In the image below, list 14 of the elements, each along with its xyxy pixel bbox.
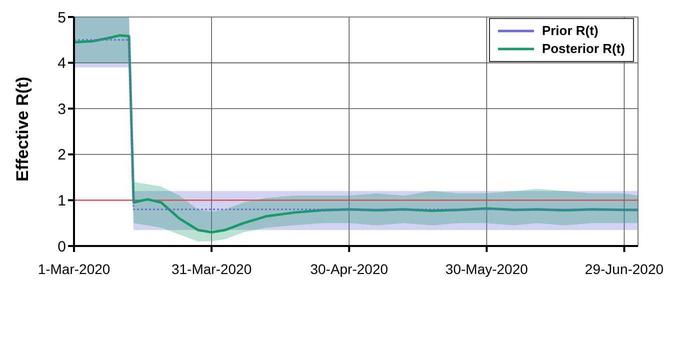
legend-label: Posterior R(t)	[542, 40, 625, 58]
y-tick-label: 2	[58, 146, 66, 164]
y-tick-label: 0	[58, 238, 66, 256]
x-tick-label: 31-Mar-2020	[171, 260, 252, 277]
y-axis-title: Effective R(t)	[13, 76, 32, 182]
y-tick-label: 3	[58, 100, 66, 118]
y-tick-label: 1	[58, 192, 66, 210]
y-tick-label: 5	[58, 9, 66, 26]
x-tick-label: 29-Jun-2020	[584, 260, 664, 277]
x-tick-label: 30-Apr-2020	[310, 260, 388, 277]
x-tick-label: 1-Mar-2020	[38, 260, 110, 277]
x-tick-label: 30-May-2020	[445, 260, 528, 277]
legend-label: Prior R(t)	[542, 22, 598, 40]
y-tick-label: 4	[58, 55, 66, 72]
